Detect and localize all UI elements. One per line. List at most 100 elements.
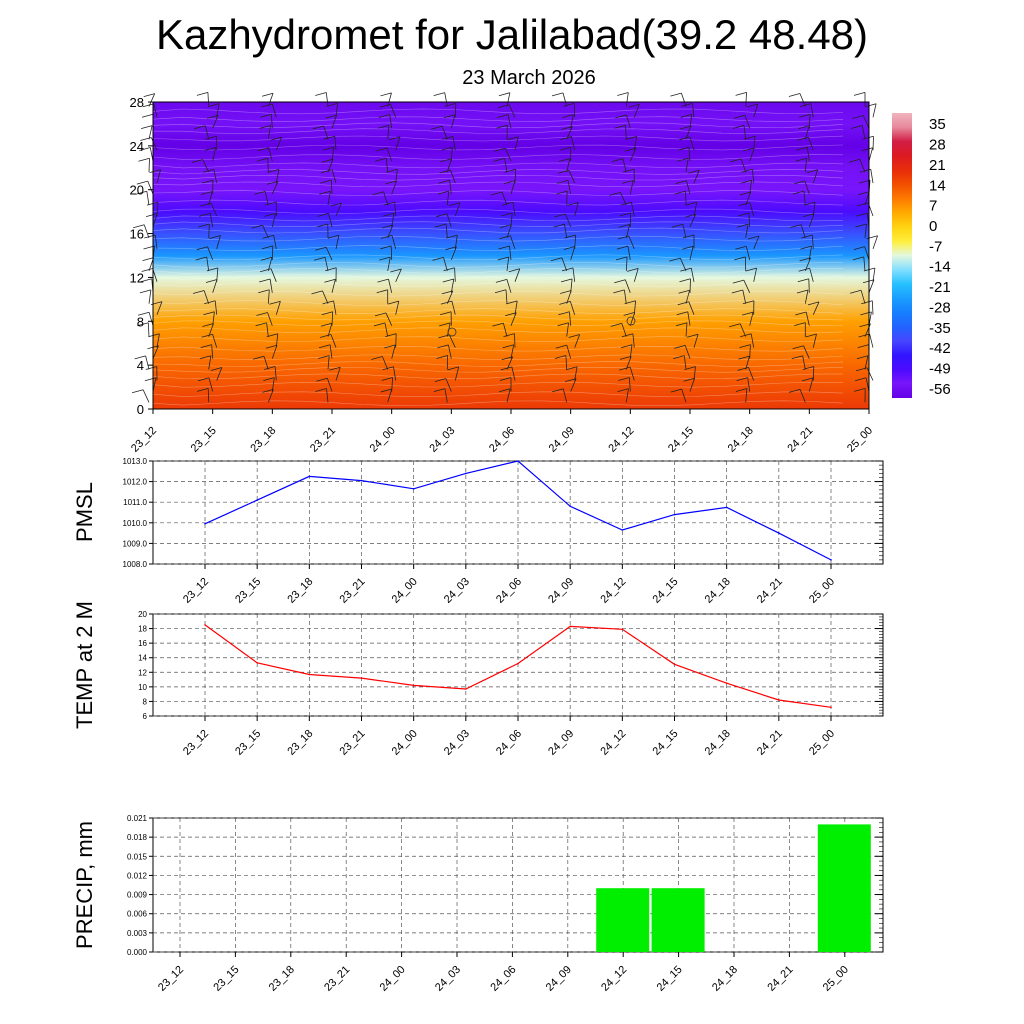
precip-bar xyxy=(651,888,705,952)
wind-barb xyxy=(631,202,635,217)
contour-line xyxy=(153,128,844,135)
wind-barb xyxy=(391,213,395,228)
wind-barb xyxy=(506,356,514,370)
wind-barb xyxy=(212,311,215,326)
wind-barb xyxy=(633,268,639,282)
x-tick-label: 24_09 xyxy=(546,728,576,758)
wind-barb xyxy=(209,213,214,228)
wind-barb-feather xyxy=(261,245,273,250)
wind-barb-feather xyxy=(140,278,152,283)
wind-barb xyxy=(331,311,334,326)
wind-barb xyxy=(395,333,397,348)
wind-barb-feather xyxy=(200,191,213,195)
wind-barb xyxy=(156,169,161,184)
wind-barb xyxy=(689,214,697,228)
wind-barb-feather xyxy=(494,289,507,294)
x-tick-label: 24_12 xyxy=(599,964,629,994)
wind-barb xyxy=(153,103,158,118)
wind-barb-feather xyxy=(317,213,329,217)
y-tick-label: 4 xyxy=(137,358,144,373)
wind-barb xyxy=(267,312,273,326)
wind-barb-feather xyxy=(437,190,449,195)
wind-barb xyxy=(803,345,810,359)
x-tick-label: 24_00 xyxy=(368,425,398,455)
wind-barb-feather xyxy=(556,190,568,195)
contour-line xyxy=(152,381,844,388)
colorbar-label: -14 xyxy=(929,259,951,276)
x-tick-label: 24_21 xyxy=(755,728,785,758)
wind-barb-feather xyxy=(496,124,508,129)
x-tick-label: 23_18 xyxy=(267,964,297,994)
colorbar-gradient xyxy=(892,113,912,398)
wind-barb xyxy=(454,103,457,118)
wind-barb xyxy=(570,378,577,392)
wind-barb xyxy=(574,366,578,381)
wind-barb-feather xyxy=(798,113,811,118)
wind-barb-feather xyxy=(267,169,280,173)
wind-barb xyxy=(156,202,159,217)
wind-barb xyxy=(748,367,755,381)
wind-barb-feather xyxy=(261,92,274,97)
wind-barb xyxy=(508,104,516,118)
wind-barb xyxy=(269,278,273,293)
wind-barb-feather xyxy=(801,377,814,382)
contour-line xyxy=(152,345,844,352)
wind-barb-feather xyxy=(314,246,327,251)
y-tick-label: 0.012 xyxy=(127,871,148,880)
x-tick-label: 23_15 xyxy=(189,425,219,455)
wind-barb xyxy=(505,289,508,304)
wind-barb-feather xyxy=(320,322,333,327)
wind-barb-feather xyxy=(323,135,335,140)
x-tick-label: 23_21 xyxy=(338,576,368,606)
wind-barb-feather xyxy=(322,300,334,305)
wind-barb-feather xyxy=(263,377,275,381)
wind-barb xyxy=(333,300,337,315)
wind-barb-feather xyxy=(375,157,387,162)
wind-barb xyxy=(562,92,568,107)
wind-barb xyxy=(624,279,631,293)
wind-barb xyxy=(693,334,699,348)
wind-barb-feather xyxy=(313,256,326,261)
wind-barb xyxy=(739,323,747,337)
wind-barb xyxy=(804,289,809,304)
wind-barb xyxy=(808,246,812,260)
wind-barb-feather xyxy=(315,388,327,392)
x-tick-label: 24_09 xyxy=(547,425,577,455)
wind-barb xyxy=(514,136,519,151)
colorbar-label: 14 xyxy=(929,177,946,194)
x-tick-label: 23_21 xyxy=(322,964,352,994)
wind-barb xyxy=(628,235,635,250)
wind-barb-feather xyxy=(738,202,750,206)
wind-barb-feather xyxy=(619,366,631,371)
y-tick-label: 12 xyxy=(130,270,144,285)
wind-barb-feather xyxy=(442,278,454,283)
wind-barb-feather xyxy=(802,213,815,218)
x-tick-label: 23_12 xyxy=(156,964,186,994)
wind-barb xyxy=(752,169,755,184)
wind-barb-feather xyxy=(862,135,874,140)
wind-barb-feather xyxy=(855,223,867,228)
colorbar-label: -49 xyxy=(929,360,951,377)
wind-barb xyxy=(207,92,210,107)
wind-barb xyxy=(212,334,218,348)
wind-barb-feather xyxy=(610,323,622,327)
wind-barb xyxy=(327,191,331,206)
wind-barb-feather xyxy=(256,312,268,316)
wind-barb xyxy=(812,202,816,217)
wind-barb-feather xyxy=(677,146,690,151)
x-tick-label: 24_06 xyxy=(487,425,517,455)
wind-barb-feather xyxy=(270,136,282,141)
wind-barb-feather xyxy=(796,289,809,294)
wind-barb xyxy=(562,388,568,403)
wind-barb-feather xyxy=(686,333,699,338)
wind-barb-feather xyxy=(677,157,689,162)
wind-barb xyxy=(625,224,631,239)
wind-barb-feather xyxy=(685,201,697,206)
wind-barb xyxy=(693,202,698,217)
wind-barb xyxy=(565,355,568,370)
contour-line xyxy=(152,116,844,123)
wind-barb xyxy=(687,311,691,326)
wind-barb xyxy=(620,192,627,206)
wind-barb xyxy=(510,235,516,250)
wind-barb xyxy=(568,170,576,184)
